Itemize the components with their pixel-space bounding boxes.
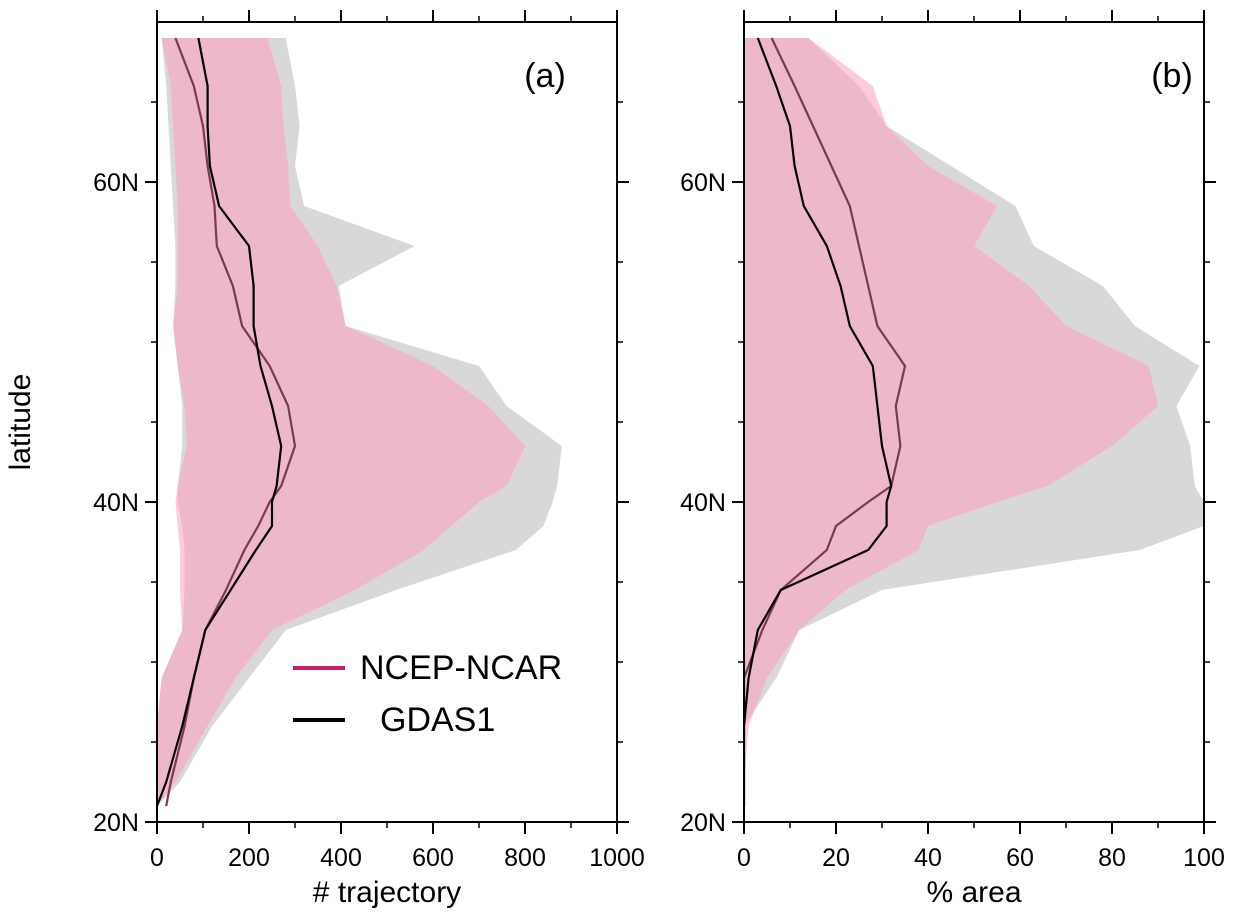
panel-b: 0 20 40 60 80 100 20N 40N 60N % area (b) — [680, 10, 1225, 909]
y-tick-label-b: 40N — [680, 489, 726, 517]
band-ncep-ncar-b — [744, 38, 1158, 806]
y-tick-label-b: 60N — [680, 169, 726, 197]
x-tick-label-b: 80 — [1098, 844, 1126, 872]
band-ncep-ncar-a — [157, 38, 525, 806]
x-tick-label-a: 0 — [150, 844, 164, 872]
y-tick-label-a: 60N — [93, 169, 139, 197]
y-tick-label-b: 20N — [680, 809, 726, 837]
x-tick-label-b: 60 — [1006, 844, 1034, 872]
panel-a: 0 200 400 600 800 1000 20N 40N 60N # trajectory (a… — [93, 10, 645, 909]
x-tick-label-b: 40 — [914, 844, 942, 872]
x-tick-label-b: 100 — [1183, 844, 1225, 872]
legend-label-ncep-ncar: NCEP-NCAR — [360, 649, 562, 687]
legend-label-gdas1: GDAS1 — [380, 701, 495, 739]
line-gdas1-b — [744, 37, 893, 806]
x-tick-label-a: 600 — [412, 844, 454, 872]
y-tick-label-a: 40N — [93, 489, 139, 517]
legend: NCEP-NCAR GDAS1 — [293, 649, 562, 739]
x-tick-label-b: 0 — [737, 844, 751, 872]
panel-label-b: (b) — [1151, 57, 1193, 95]
x-tick-label-b: 20 — [822, 844, 850, 872]
panel-label-a: (a) — [524, 57, 566, 95]
x-axis-title-b: % area — [926, 876, 1021, 909]
x-tick-label-a: 200 — [228, 844, 270, 872]
line-ncep-ncar-b — [744, 37, 907, 806]
x-tick-label-a: 800 — [504, 844, 546, 872]
plot-area-a — [157, 37, 562, 807]
plot-area-b — [744, 37, 1204, 806]
y-axis-title: latitude — [4, 374, 37, 471]
line-gdas1-a — [157, 37, 283, 807]
x-tick-label-a: 400 — [320, 844, 362, 872]
x-axis-title-a: # trajectory — [313, 876, 461, 909]
x-tick-label-a: 1000 — [589, 844, 645, 872]
y-tick-label-a: 20N — [93, 809, 139, 837]
